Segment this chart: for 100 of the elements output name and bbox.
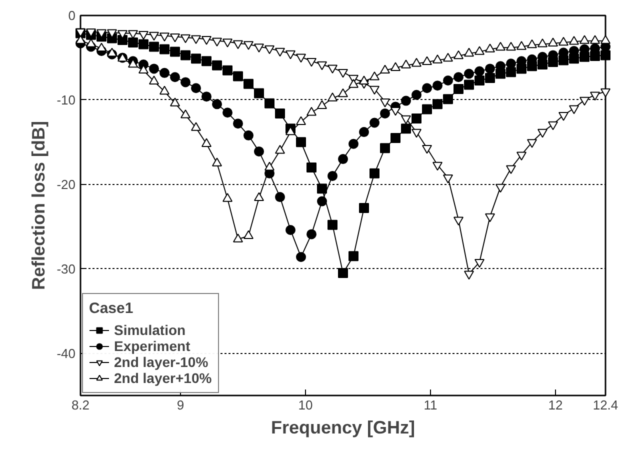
point [496,42,506,51]
point [474,76,484,86]
point [338,154,348,164]
point [128,30,138,39]
y-tick-label: -40 [56,346,76,361]
point [590,92,600,101]
point [390,62,400,71]
point [212,60,222,70]
point [348,79,358,88]
point [600,88,610,98]
legend-label: 2nd layer+10% [114,370,212,386]
point [464,270,474,280]
point [264,45,274,54]
point [317,100,327,109]
point [538,38,548,48]
point [254,44,264,52]
point [380,108,390,118]
y-tick-label: -30 [56,261,76,276]
x-tick-label: 10 [298,398,313,412]
point [506,42,516,51]
point [401,96,411,106]
point [212,38,222,47]
point [222,193,232,202]
point [275,108,285,118]
point [180,109,190,118]
point [286,50,296,60]
point [443,94,453,104]
point [328,170,338,181]
y-tick-label: 0 [68,8,76,23]
point [590,35,600,44]
point [254,88,264,98]
point [359,127,369,138]
point [454,84,464,94]
point [244,78,254,89]
y-axis-title: Reflection loss [dB] [28,120,49,290]
point [244,130,254,140]
point [390,132,400,143]
point [432,99,442,110]
point [191,122,201,131]
point [317,61,327,70]
point [138,39,148,50]
point [432,162,442,171]
point [149,76,159,84]
legend-label: Simulation [114,322,186,338]
point [474,46,484,55]
point [558,112,568,121]
point [370,168,380,178]
point [118,30,128,39]
point [306,162,316,172]
point [422,56,432,66]
point [380,64,390,74]
point [264,162,274,171]
point [516,152,526,161]
x-tick-label: 12.4 [592,398,618,412]
point [149,32,159,41]
point [464,80,474,90]
point [380,98,390,108]
point [317,196,327,206]
point [338,88,348,98]
point [233,40,243,50]
point [76,35,86,44]
point [338,268,348,278]
x-axis-title: Frequency [GHz] [270,418,416,438]
point [422,144,432,154]
point [370,86,380,95]
point [580,35,590,44]
point [149,64,159,74]
point [454,216,464,226]
point [580,96,590,106]
point [464,48,474,57]
point [275,192,285,202]
point [86,28,96,38]
point [180,77,190,88]
point [286,225,296,235]
point [432,54,442,64]
point [380,143,390,154]
point [191,35,201,44]
point [317,184,327,194]
point [138,30,148,40]
point [170,72,180,82]
point [454,50,464,60]
point [412,90,422,100]
point [401,60,411,68]
point [527,39,537,48]
point [254,192,264,201]
y-tick-label: -10 [56,92,76,108]
point [296,116,306,125]
point [432,80,442,91]
point [160,32,170,42]
point [233,71,243,82]
legend-label: 2nd layer-10% [114,354,208,370]
point [548,38,558,46]
point [485,72,495,83]
point [548,121,558,130]
point [202,36,212,45]
point [212,99,222,110]
point [222,65,232,76]
point [222,108,232,118]
point [202,56,212,66]
point [328,92,338,102]
